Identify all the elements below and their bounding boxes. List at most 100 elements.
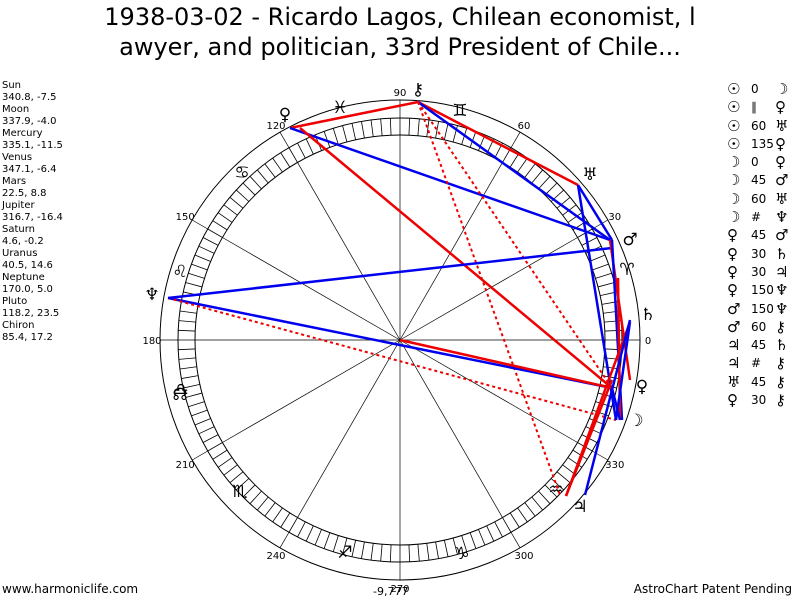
aspect-angle: 45 xyxy=(751,374,767,389)
planet-moon-glyph: ☽ xyxy=(628,411,643,431)
zodiac-sagittarius-glyph: ♐ xyxy=(337,543,352,563)
degree-tick xyxy=(212,220,228,231)
aspect-angle: # xyxy=(751,356,762,371)
aspect-row: ♃ 45 ♄ xyxy=(727,336,795,354)
degree-tick xyxy=(494,521,503,538)
aspect-planet-1-glyph: ☽ xyxy=(727,171,741,190)
aspect-row: ♀ 150 ♆ xyxy=(727,281,795,299)
degree-tick xyxy=(229,196,244,209)
degree-tick xyxy=(589,254,606,262)
degree-tick xyxy=(178,348,196,351)
degree-tick xyxy=(595,272,612,279)
degree-tick xyxy=(531,496,544,511)
aspect-planet-1-glyph: ♀ xyxy=(727,281,738,300)
aspect-row: ♀ 30 ♃ xyxy=(727,263,795,281)
degree-tick xyxy=(370,119,374,137)
degree-tick xyxy=(426,119,430,137)
planet-name-jupiter: Jupiter xyxy=(2,200,35,211)
degree-tick xyxy=(408,118,411,136)
planet-saturn-glyph: ♄ xyxy=(640,305,655,325)
aspect-planet-1-glyph: ☽ xyxy=(727,208,741,227)
planet-name-uranus: Uranus xyxy=(2,248,38,259)
aspect-planet-1-glyph: ☽ xyxy=(727,153,741,172)
aspect-row: ☽ 45 ♂ xyxy=(727,171,795,189)
degree-label: 0 xyxy=(645,336,651,347)
planet-name-pluto: Pluto xyxy=(2,296,28,307)
degree-tick xyxy=(443,123,449,140)
aspect-row: ♂ 60 ⚷ xyxy=(727,318,795,336)
degree-label: 300 xyxy=(514,551,533,562)
planet-coords-mars: 22.5, 8.8 xyxy=(2,188,47,199)
aspect-line xyxy=(564,379,614,497)
degree-tick xyxy=(223,464,238,476)
aspect-line xyxy=(417,100,611,242)
planet-coords-saturn: 4.6, -0.2 xyxy=(2,236,44,247)
aspect-list: ☉ 0 ☽ ☉ ∥ ♀ ☉ 60 ♅ ☉ 135 ♀ ☽ 0 ♀ ☽ 45 ♂ ☽ 60 ♅ ☽ # ♆ ♀ 45 ♂ ♀ 30 ♄ ♀ 30… xyxy=(727,80,795,409)
house-spoke xyxy=(399,162,503,341)
degree-tick xyxy=(342,125,348,143)
degree-tick xyxy=(202,434,219,443)
aspect-line xyxy=(167,296,613,390)
degree-tick xyxy=(389,118,392,136)
degree-tick xyxy=(191,409,208,417)
aspect-planet-1-glyph: ♂ xyxy=(727,317,741,336)
degree-tick xyxy=(264,163,276,178)
aspect-planet-2-glyph: ♂ xyxy=(775,226,789,245)
degree-label: 90 xyxy=(394,88,407,99)
degree-tick xyxy=(556,196,571,209)
aspect-line xyxy=(417,101,561,496)
degree-tick xyxy=(280,152,291,168)
aspect-angle: 45 xyxy=(751,173,767,188)
planet-coords-uranus: 40.5, 14.6 xyxy=(2,260,53,271)
degree-tick xyxy=(544,182,558,196)
aspect-angle: 45 xyxy=(751,228,767,243)
planet-glyphs: ⚷ ♀ ♅ ♂ ♄ ♆ ♃ ♀ ☽ ☊ xyxy=(144,80,655,517)
planet-neptune-glyph: ♆ xyxy=(144,285,159,305)
degree-tick xyxy=(435,541,439,559)
degree-tick xyxy=(370,543,374,561)
degree-tick xyxy=(502,517,512,533)
degree-tick xyxy=(229,471,244,484)
aspect-line xyxy=(167,246,613,300)
zodiac-libra-glyph: ♎ xyxy=(173,380,188,400)
aspect-planet-1-glyph: ♅ xyxy=(727,372,741,391)
aspect-angle: 60 xyxy=(751,191,767,206)
aspect-lines xyxy=(167,100,632,497)
zodiac-aries-glyph: ♈ xyxy=(619,260,634,280)
degree-tick xyxy=(486,525,495,542)
aspect-line xyxy=(299,127,613,389)
aspect-planet-1-glyph: ♀ xyxy=(727,226,738,245)
aspect-planet-2-glyph: ♃ xyxy=(775,262,789,281)
zodiac-signs: ♊ ♋ ♌ ♎ ♏ ♐ ♑ ♒ ♈ ♓ xyxy=(172,98,634,564)
planet-coords-chiron: 85.4, 17.2 xyxy=(2,332,53,343)
degree-tick xyxy=(417,544,420,562)
degree-tick xyxy=(178,357,196,360)
aspect-planet-1-glyph: ♃ xyxy=(727,354,741,373)
aspect-planet-2-glyph: ♀ xyxy=(775,153,786,172)
degree-tick xyxy=(469,131,477,148)
aspect-angle: 135 xyxy=(751,136,774,151)
aspect-planet-1-glyph: ♂ xyxy=(727,299,741,318)
degree-label: 210 xyxy=(176,460,195,471)
aspect-row: ♂ 150 ♆ xyxy=(727,300,795,318)
aspect-planet-1-glyph: ♃ xyxy=(727,336,741,355)
planet-coords-jupiter: 316.7, -16.4 xyxy=(2,212,63,223)
degree-labels: 0 30 60 90 120 150 180 210 240 270 300 330 xyxy=(142,88,651,595)
zodiac-leo-glyph: ♌ xyxy=(172,262,187,282)
degree-tick xyxy=(443,540,449,557)
aspect-planet-2-glyph: ⚷ xyxy=(775,391,786,410)
aspect-planet-1-glyph: ☉ xyxy=(727,80,741,98)
house-spokes xyxy=(160,100,640,580)
degree-tick xyxy=(188,401,205,408)
aspect-row: ☽ # ♆ xyxy=(727,208,795,226)
aspect-planet-2-glyph: ⚷ xyxy=(775,372,786,391)
degree-tick xyxy=(417,118,420,136)
house-spoke xyxy=(297,162,401,341)
degree-tick xyxy=(305,525,314,542)
aspect-angle: 0 xyxy=(751,155,759,170)
degree-tick xyxy=(538,176,551,190)
degree-tick xyxy=(212,449,228,460)
aspect-row: ♅ 45 ⚷ xyxy=(727,373,795,391)
chart-title-line-1: 1938-03-02 - Ricardo Lagos, Chilean econ… xyxy=(104,3,696,31)
degree-tick xyxy=(550,478,564,491)
